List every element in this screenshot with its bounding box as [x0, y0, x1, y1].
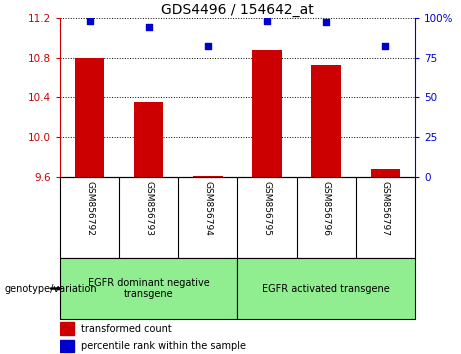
Point — [145, 24, 152, 30]
Text: EGFR activated transgene: EGFR activated transgene — [262, 284, 390, 293]
Text: percentile rank within the sample: percentile rank within the sample — [81, 341, 246, 351]
Bar — [75, 57, 104, 177]
Bar — [193, 176, 223, 177]
Text: GSM856796: GSM856796 — [322, 181, 331, 236]
Bar — [60, 340, 74, 352]
FancyBboxPatch shape — [237, 258, 415, 319]
FancyBboxPatch shape — [60, 258, 237, 319]
Bar — [311, 65, 341, 177]
Point — [322, 19, 330, 25]
Text: GSM856797: GSM856797 — [381, 181, 390, 236]
Point — [382, 44, 389, 49]
Text: EGFR dominant negative
transgene: EGFR dominant negative transgene — [88, 278, 210, 299]
Bar — [371, 169, 400, 177]
Bar — [252, 50, 282, 177]
Point — [86, 18, 93, 24]
Text: transformed count: transformed count — [81, 324, 172, 333]
Text: genotype/variation: genotype/variation — [5, 284, 97, 293]
Bar — [134, 102, 164, 177]
Point — [263, 18, 271, 24]
Bar — [60, 322, 74, 335]
Text: GSM856792: GSM856792 — [85, 181, 94, 236]
Title: GDS4496 / 154642_at: GDS4496 / 154642_at — [161, 3, 314, 17]
Text: GSM856794: GSM856794 — [203, 181, 213, 236]
Text: GSM856793: GSM856793 — [144, 181, 153, 236]
Point — [204, 44, 212, 49]
Text: GSM856795: GSM856795 — [262, 181, 272, 236]
